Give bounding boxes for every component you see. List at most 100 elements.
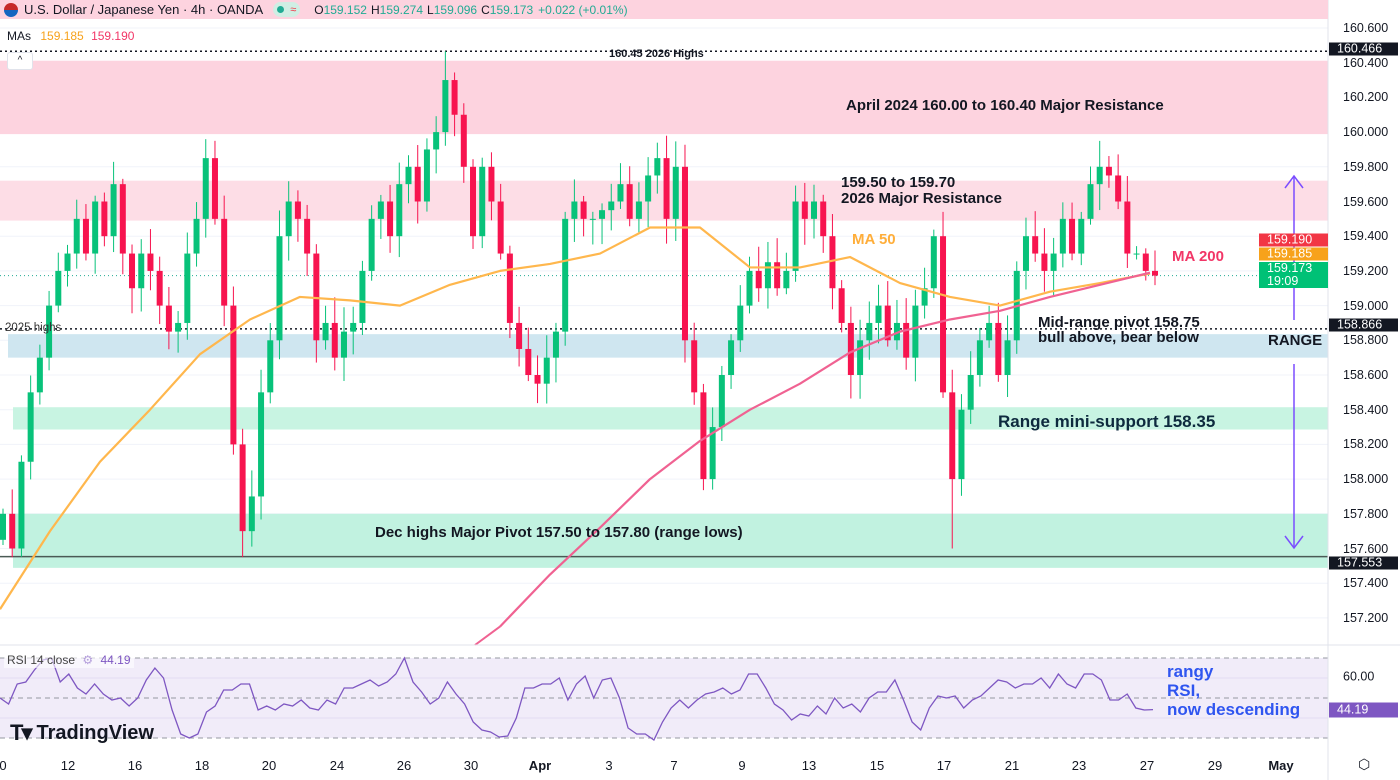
candle-body (1032, 236, 1039, 254)
candle-body (202, 158, 209, 219)
ma200-line-start (474, 625, 501, 646)
open-label: O (314, 2, 324, 17)
ma50-line (0, 226, 1151, 610)
price-tick: 160.400 (1343, 55, 1389, 70)
price-tick: 158.600 (1343, 368, 1389, 382)
ma-legend-label: MAs (7, 29, 31, 43)
candle-body (387, 201, 394, 237)
price-tick: 159.600 (1343, 194, 1389, 209)
price-label: 159.190 (1259, 233, 1328, 247)
candle-body (811, 201, 818, 219)
rsi-band (0, 658, 1328, 738)
time-tick: 0 (0, 758, 7, 773)
candle-body (46, 305, 53, 358)
tradingview-logo-icon: T▾ (10, 720, 33, 745)
countdown-timer: 19:09 (1267, 274, 1299, 288)
candle-body (562, 218, 569, 332)
price-tick: 160.200 (1343, 90, 1389, 105)
time-tick: 16 (127, 758, 143, 773)
close-value: 159.173 (489, 2, 534, 17)
zone-april-resistance (0, 60, 1328, 135)
high-value: 159.274 (379, 2, 424, 17)
annotation-pivot: Mid-range pivot 158.75 bull above, bear … (1038, 315, 1200, 345)
candle-body (433, 132, 440, 150)
candle-body (110, 184, 117, 237)
candle-body (672, 166, 679, 219)
price-tick: 159.000 (1343, 298, 1389, 313)
annotation-2026-resistance-line2: 2026 Major Resistance (841, 190, 1002, 207)
chart-settings-icon[interactable]: ⬡ (1358, 756, 1371, 772)
candle-body (691, 340, 698, 393)
candle-body (1152, 270, 1158, 276)
price-tick: 157.200 (1343, 610, 1389, 625)
time-tick: 9 (738, 758, 746, 773)
change-value: +0.022 (+0.01%) (538, 2, 628, 17)
candle-body (129, 253, 136, 289)
zone-dec-highs (13, 513, 1328, 568)
price-label-value: 157.553 (1337, 555, 1383, 570)
annotation-2026-highs: 160.45 2026 Highs (609, 48, 704, 60)
symbol-title[interactable]: U.S. Dollar / Japanese Yen · 4h · OANDA (24, 2, 264, 17)
price-label-value: 159.185 (1267, 246, 1313, 261)
candle-body (663, 158, 670, 219)
candle-body (1096, 166, 1103, 185)
candle-body (119, 184, 126, 254)
low-value: 159.096 (433, 2, 478, 17)
candle-body (451, 80, 458, 115)
annotation-dec-highs: Dec highs Major Pivot 157.50 to 157.80 (… (375, 524, 743, 541)
time-tick: 15 (869, 758, 885, 773)
rsi-settings-icon[interactable]: ⚙ (82, 653, 94, 667)
usdjpy-flag-icon (4, 2, 18, 17)
candle-body (635, 201, 642, 219)
candle-body (571, 201, 578, 219)
time-tick: 7 (670, 758, 678, 773)
candle-body (92, 201, 99, 254)
candle-body (1004, 340, 1011, 375)
price-label: 158.866 (1329, 318, 1398, 332)
open-value: 159.152 (323, 2, 367, 17)
candle-body (193, 218, 200, 254)
candle-body (405, 166, 412, 185)
tradingview-logo-text: TradingView (36, 721, 154, 744)
collapse-legend-button[interactable]: ^ (7, 52, 33, 70)
price-label: 159.173 19:09 (1259, 262, 1328, 288)
candle-body (1124, 201, 1131, 254)
candle-body (1069, 218, 1076, 254)
candle-body (175, 322, 182, 332)
candle-body (239, 444, 246, 532)
annotation-pivot-line2: bull above, bear below (1038, 329, 1199, 346)
candle-body (368, 218, 375, 271)
ma-legend[interactable]: MAs 159.185 159.190 (7, 29, 134, 43)
price-label-value: 159.173 (1267, 261, 1313, 275)
candle-body (884, 305, 891, 341)
candle-body (479, 166, 486, 237)
candle-body (626, 184, 633, 219)
rsi-note-line3: now descending (1167, 700, 1301, 719)
candle-body (138, 253, 145, 289)
candle-body (599, 210, 606, 219)
range-arrow-up-head (1284, 174, 1304, 189)
candle-body (552, 331, 559, 358)
candle-body (497, 201, 504, 254)
annotation-pivot-line1: Mid-range pivot 158.75 (1038, 314, 1200, 331)
candle-body (184, 253, 191, 323)
candle-body (460, 114, 467, 167)
annotation-2026-resistance-line1: 159.50 to 159.70 (841, 174, 956, 191)
price-tick: 159.400 (1343, 229, 1389, 244)
candle-body (728, 340, 735, 375)
symbol-header: U.S. Dollar / Japanese Yen · 4h · OANDA … (0, 0, 1328, 19)
candle-body (285, 201, 292, 237)
candle-body (764, 262, 771, 289)
rsi-legend[interactable]: RSI 14 close ⚙ 44.19 (4, 652, 134, 668)
time-tick: 21 (1004, 758, 1020, 773)
price-tick: 159.200 (1343, 263, 1389, 278)
candle-body (1133, 253, 1140, 255)
candle-body (331, 322, 338, 358)
ma200-value: 159.190 (91, 29, 135, 43)
time-tick: 17 (936, 758, 952, 773)
candle-body (820, 201, 827, 237)
candle-body (958, 409, 965, 480)
candle-body (423, 149, 430, 202)
market-status-pill[interactable]: ≈ (273, 2, 301, 17)
